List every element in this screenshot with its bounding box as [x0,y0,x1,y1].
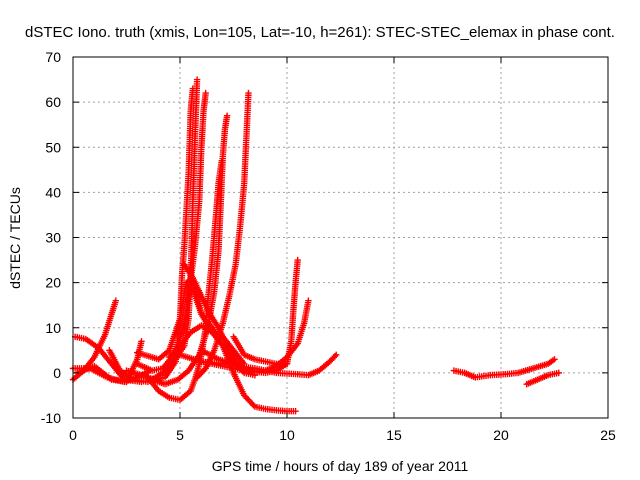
chart-title: dSTEC Iono. truth (xmis, Lon=105, Lat=-1… [25,24,615,41]
data-point [223,112,231,119]
y-tick-label: 70 [45,49,61,65]
series-13 [193,89,252,381]
x-tick-label: 15 [386,427,402,443]
data-point [292,408,299,415]
series-9 [148,112,231,388]
series-17 [198,351,340,379]
data-point [245,89,252,97]
grid [73,57,608,418]
y-tick-label: 20 [45,275,61,291]
data-point [250,402,257,409]
data-point [283,360,291,368]
y-tick-label: 0 [53,365,61,381]
data-point [333,351,340,359]
y-tick-label: 30 [45,230,61,246]
x-tick-label: 25 [600,427,616,443]
series-20 [523,369,562,388]
y-axis-label: dSTEC / TECUs [7,187,23,289]
data-point [189,85,197,92]
series-19 [450,356,558,381]
series-18 [230,333,291,368]
data-point [551,356,558,363]
y-tick-label: 50 [45,139,61,155]
x-tick-label: 5 [176,427,184,443]
data-point [331,352,339,360]
series-12 [181,261,248,372]
data-point [294,256,301,264]
data-point [555,369,562,377]
y-tick-label: 10 [45,320,61,336]
series-7 [134,89,209,374]
data-point [202,89,209,97]
data-point [305,297,312,304]
x-tick-label: 0 [69,427,77,443]
y-tick-label: 60 [45,94,61,110]
data-point [112,297,119,304]
y-tick-label: -10 [41,410,61,426]
x-tick-label: 10 [279,427,295,443]
x-tick-label: 20 [493,427,509,443]
axis-ticks: 0 5 10 15 20 25 -10 0 10 20 30 40 50 60 70 [41,49,616,443]
x-axis-label: GPS time / hours of day 189 of year 2011 [212,458,469,474]
data-point [193,76,201,83]
data-point [138,338,145,345]
data-series [69,76,562,415]
y-tick-label: 40 [45,184,61,200]
